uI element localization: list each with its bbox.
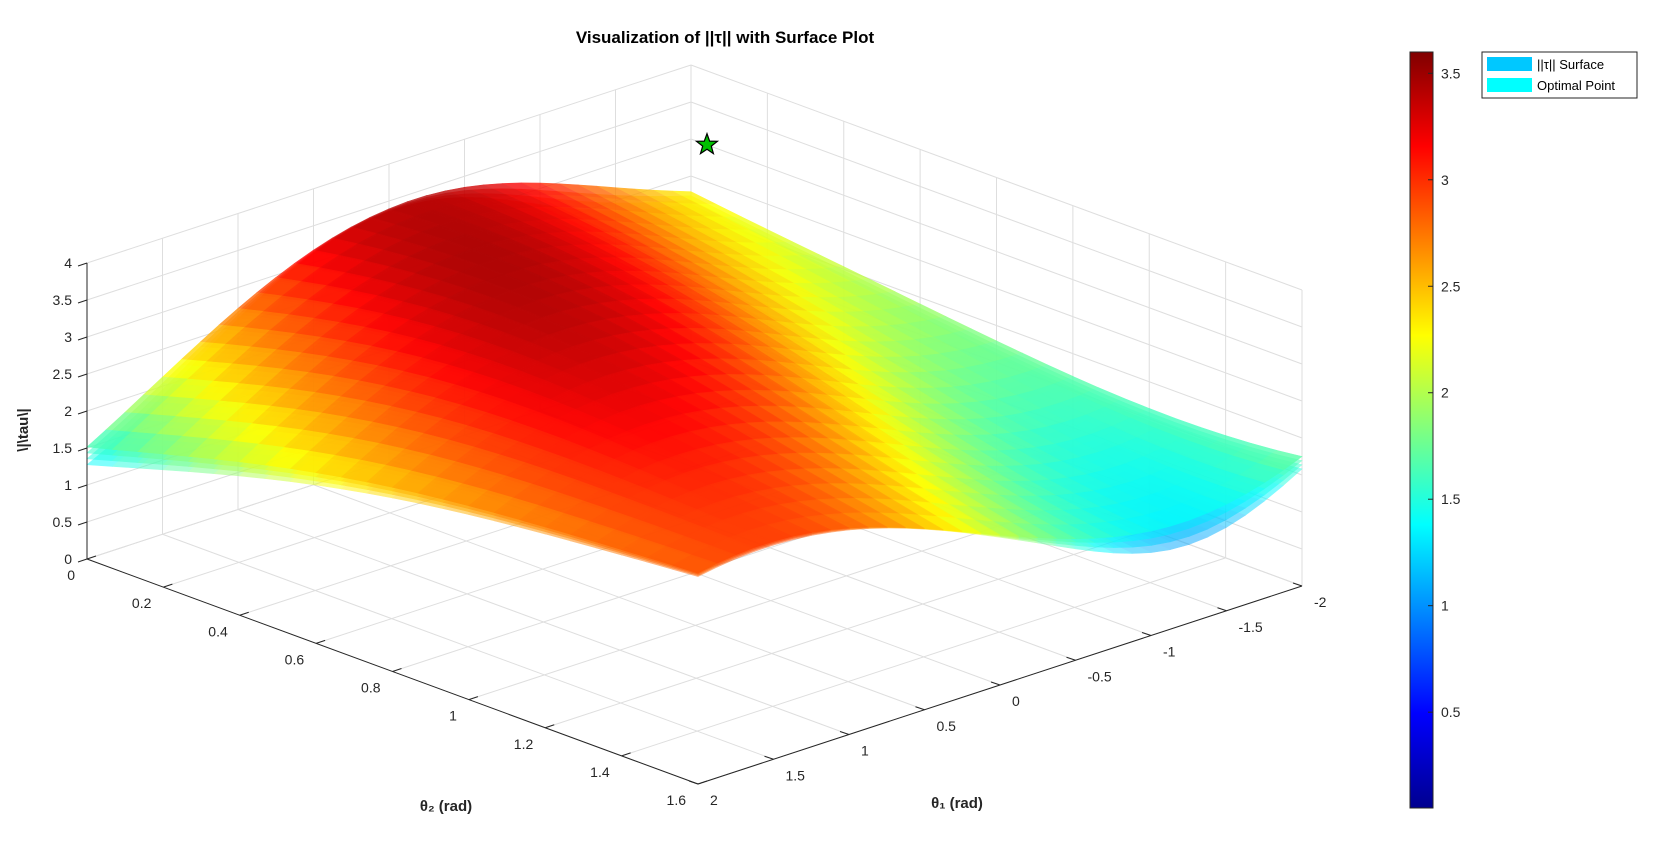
colorbar-tick-label: 3 [1441, 172, 1449, 188]
z-tick-mark [77, 447, 88, 452]
legend[interactable]: ||τ|| Surface Optimal Point [1481, 51, 1638, 99]
z-tick-label: 0 [64, 551, 72, 567]
x-tick-mark [392, 668, 402, 672]
z-tick-mark [77, 299, 88, 304]
legend-swatch-surface [1487, 57, 1532, 71]
z-tick-label: 1.5 [53, 440, 73, 456]
x-tick-mark [621, 752, 631, 757]
x-tick-mark [468, 696, 479, 701]
legend-swatch-optimal [1487, 78, 1532, 92]
y-tick-mark [688, 780, 699, 785]
x-tick-label: 1 [449, 708, 457, 724]
y-tick-mark [1292, 582, 1303, 587]
x-tick-mark [239, 611, 249, 616]
x-tick-label: 0 [67, 567, 75, 583]
z-tick-mark [77, 521, 88, 526]
z-tick-label: 0.5 [53, 514, 73, 530]
z-tick-mark [77, 373, 88, 378]
legend-label-optimal: Optimal Point [1537, 78, 1615, 93]
x-tick-label: 0.4 [208, 623, 228, 639]
y-tick-label: 0 [1012, 693, 1020, 709]
x-tick-mark [315, 639, 326, 644]
y-tick-mark [915, 706, 925, 711]
colorbar-tick-label: 3.5 [1441, 65, 1461, 81]
y-tick-mark [1217, 607, 1227, 612]
x-tick-mark [697, 780, 708, 785]
y-tick-label: 1 [861, 743, 869, 759]
y-tick-label: -1.5 [1239, 619, 1263, 635]
z-tick-label: 1 [64, 477, 72, 493]
y-tick-label: -0.5 [1088, 668, 1112, 684]
surface [86, 182, 1303, 577]
floor-grid-line [162, 533, 774, 760]
z-tick-mark [77, 558, 88, 563]
x-tick-label: 0.6 [285, 651, 305, 667]
surface-patch [671, 554, 718, 574]
y-tick-label: 1.5 [786, 767, 806, 783]
x-tick-mark [86, 555, 97, 560]
z-tick-label: 3.5 [53, 292, 73, 308]
y-tick-label: -1 [1163, 644, 1176, 660]
z-tick-label: 3 [64, 329, 72, 345]
wall-grid-line [690, 64, 1303, 291]
optimal-point-star [694, 131, 720, 156]
x-tick-mark [545, 724, 555, 729]
legend-label-surface: ||τ|| Surface [1537, 57, 1604, 72]
x-tick-label: 1.4 [590, 764, 610, 780]
x-tick-mark [163, 583, 173, 588]
z-tick-mark [77, 336, 88, 341]
colorbar-tick-label: 1.5 [1441, 491, 1461, 507]
z-tick-mark [77, 484, 88, 489]
x-tick-label: 1.2 [514, 736, 534, 752]
colorbar-tick-label: 2 [1441, 385, 1449, 401]
y-tick-mark [990, 681, 1001, 686]
z-tick-label: 4 [64, 255, 72, 271]
y-tick-mark [1141, 632, 1152, 636]
colorbar-tick-label: 1 [1441, 598, 1449, 614]
wall-grid-line [690, 138, 1303, 365]
z-tick-mark [77, 262, 88, 267]
z-tick-mark [77, 410, 88, 415]
z-tick-label: 2.5 [53, 366, 73, 382]
wall-grid-line [86, 64, 692, 264]
wall-grid-line [690, 175, 1303, 402]
wall-grid-line [690, 101, 1303, 328]
colorbar-tick-label: 2.5 [1441, 278, 1461, 294]
x-axis-label: θ₂ (rad) [420, 798, 472, 815]
surface-layer-0 [86, 182, 1303, 574]
y-tick-label: 2 [710, 792, 718, 808]
y-tick-label: 0.5 [937, 718, 957, 734]
x-tick-label: 0.8 [361, 680, 381, 696]
y-tick-mark [764, 755, 774, 760]
y-axis-label: θ₁ (rad) [931, 795, 983, 812]
colorbar: 0.5 1 1.5 2 2.5 3 3.5 [1409, 51, 1461, 809]
z-tick-label: 2 [64, 403, 72, 419]
floor-grid-line [313, 484, 925, 711]
y-tick-label: -2 [1314, 594, 1327, 610]
axes: 0 0.2 0.4 0.6 0.8 1 1.2 1.4 1.6 2 1.5 1 0.5 0 -0.5 -1 -1… [53, 255, 1327, 808]
y-tick-mark [839, 731, 850, 735]
x-tick-label: 1.6 [667, 792, 687, 808]
colorbar-tick-label: 0.5 [1441, 704, 1461, 720]
chart-title: Visualization of ||τ|| with Surface Plot [576, 28, 875, 47]
y-tick-mark [1066, 656, 1076, 661]
colorbar-gradient [1409, 51, 1434, 809]
wall-grid-line [86, 101, 692, 301]
z-axis-label: \|\tau\| [15, 408, 32, 451]
x-tick-label: 0.2 [132, 595, 152, 611]
optimal-point-marker [694, 131, 720, 156]
floor-grid-line [237, 509, 850, 735]
